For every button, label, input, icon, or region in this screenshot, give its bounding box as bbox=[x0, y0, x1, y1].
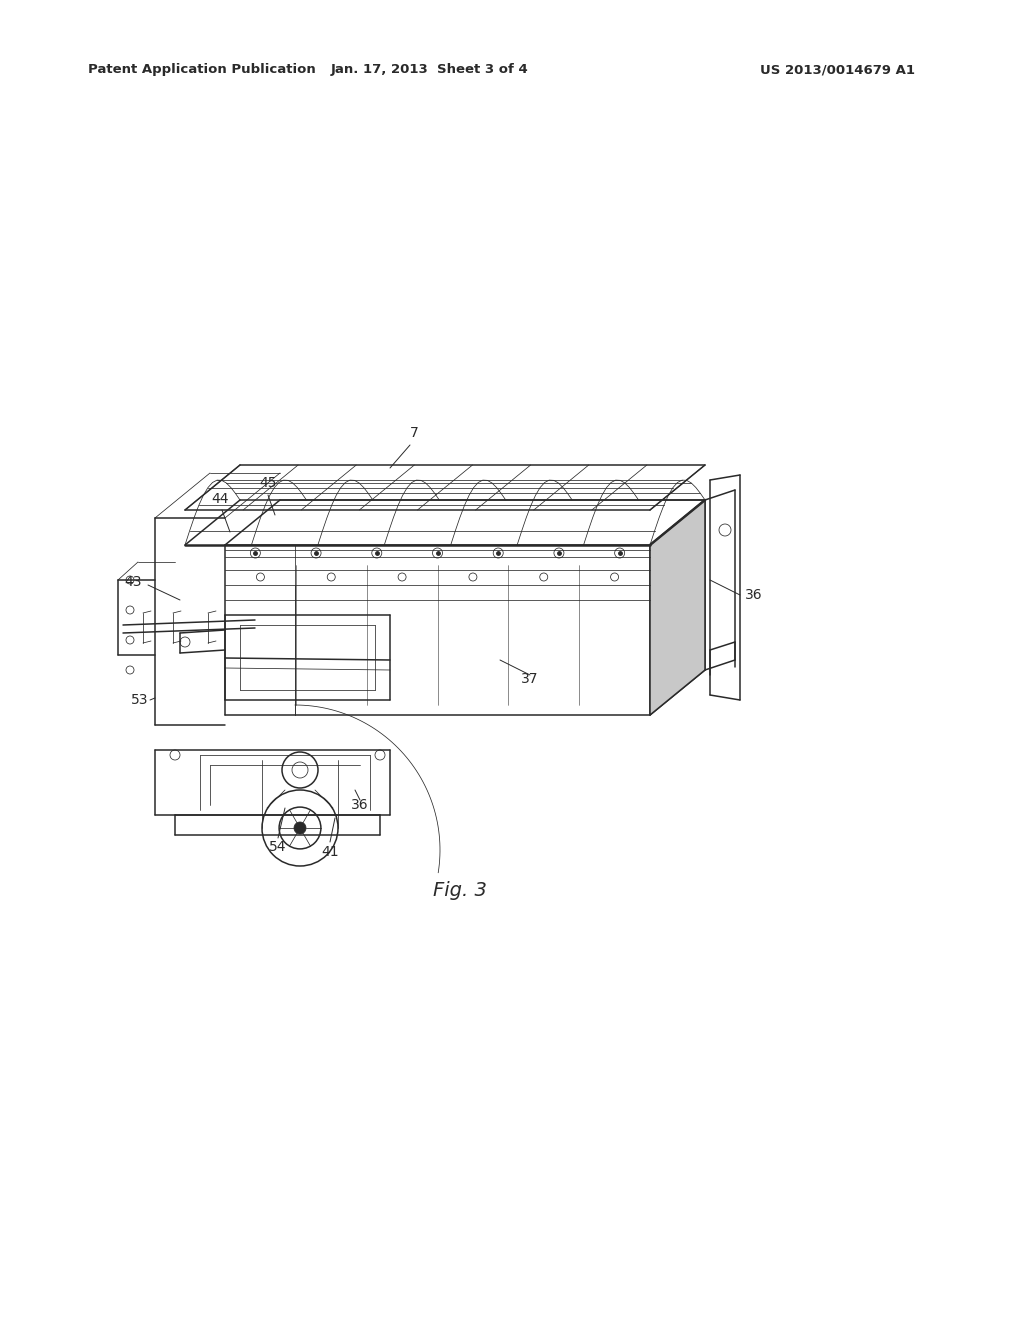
Text: 43: 43 bbox=[125, 576, 142, 589]
Text: 7: 7 bbox=[410, 426, 419, 440]
Text: 53: 53 bbox=[130, 693, 148, 708]
Text: Jan. 17, 2013  Sheet 3 of 4: Jan. 17, 2013 Sheet 3 of 4 bbox=[331, 63, 528, 77]
Circle shape bbox=[294, 822, 306, 834]
Text: 45: 45 bbox=[259, 477, 276, 490]
Text: 37: 37 bbox=[521, 672, 539, 686]
Text: Patent Application Publication: Patent Application Publication bbox=[88, 63, 315, 77]
Text: 36: 36 bbox=[351, 799, 369, 812]
Text: 36: 36 bbox=[745, 587, 763, 602]
Text: US 2013/0014679 A1: US 2013/0014679 A1 bbox=[760, 63, 915, 77]
Text: 54: 54 bbox=[269, 840, 287, 854]
Text: 44: 44 bbox=[211, 492, 228, 506]
Text: 41: 41 bbox=[322, 845, 339, 859]
Polygon shape bbox=[650, 500, 705, 715]
Text: Fig. 3: Fig. 3 bbox=[433, 880, 487, 899]
